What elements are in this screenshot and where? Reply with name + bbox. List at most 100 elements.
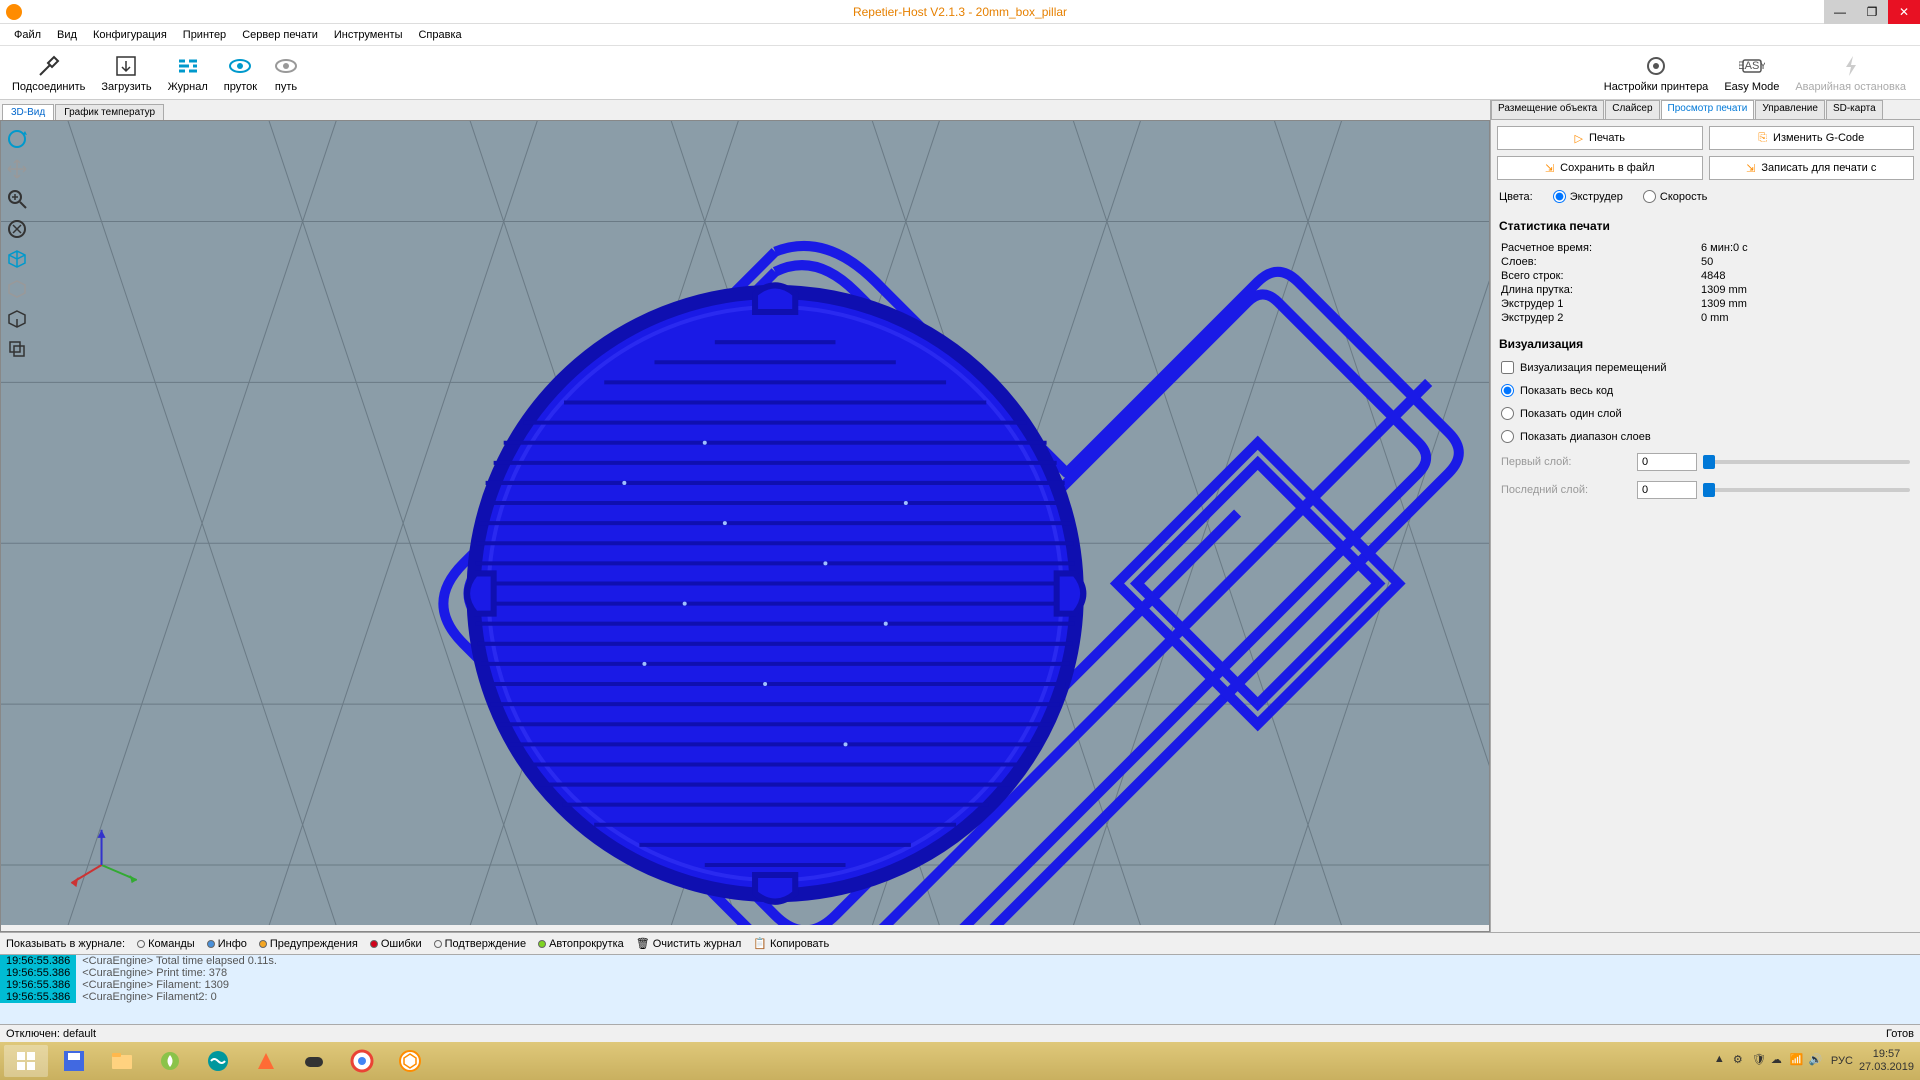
front-view-tool[interactable] bbox=[3, 305, 31, 333]
log-icon bbox=[175, 53, 201, 79]
print-button[interactable]: ▷Печать bbox=[1497, 126, 1703, 150]
log-clear-button[interactable]: 🗑 Очистить журнал bbox=[636, 937, 742, 950]
viz-range-radio[interactable]: Показать диапазон слоев bbox=[1497, 428, 1914, 445]
right-panel: Размещение объекта Слайсер Просмотр печа… bbox=[1490, 100, 1920, 932]
tray-icon[interactable]: ▲ bbox=[1714, 1053, 1730, 1069]
app-icon bbox=[6, 4, 22, 20]
tray-lang[interactable]: РУС bbox=[1831, 1055, 1853, 1067]
first-layer-slider[interactable] bbox=[1703, 460, 1910, 464]
zoom-tool[interactable] bbox=[3, 185, 31, 213]
radio-extruder[interactable]: Экструдер bbox=[1553, 190, 1623, 203]
start-button[interactable] bbox=[4, 1045, 48, 1077]
tray-icon[interactable]: 🔊 bbox=[1809, 1053, 1825, 1069]
save-sd-button[interactable]: ⇲Записать для печати с bbox=[1709, 156, 1915, 180]
menu-printer[interactable]: Принтер bbox=[175, 29, 234, 41]
colors-label: Цвета: bbox=[1499, 191, 1533, 203]
menu-tools[interactable]: Инструменты bbox=[326, 29, 411, 41]
minimize-button[interactable]: — bbox=[1824, 0, 1856, 24]
last-layer-spinner[interactable]: 0 bbox=[1637, 481, 1697, 499]
log-line: 19:56:55.386<CuraEngine> Filament: 1309 bbox=[0, 979, 1920, 991]
edit-gcode-button[interactable]: ⎘Изменить G-Code bbox=[1709, 126, 1915, 150]
view-tabs: 3D-Вид График температур bbox=[0, 100, 1490, 120]
zoom-fit-tool[interactable] bbox=[3, 215, 31, 243]
title-text: Repetier-Host V2.1.3 - 20mm_box_pillar bbox=[853, 5, 1067, 19]
log-line: 19:56:55.386<CuraEngine> Print time: 378 bbox=[0, 967, 1920, 979]
stat-row: Всего строк:4848 bbox=[1497, 269, 1914, 283]
log-filter-warn[interactable]: Предупреждения bbox=[259, 938, 358, 950]
task-repetier[interactable] bbox=[388, 1045, 432, 1077]
first-layer-spinner[interactable]: 0 bbox=[1637, 453, 1697, 471]
tray-icon[interactable]: 🛡 bbox=[1752, 1053, 1768, 1069]
log-filter-errors[interactable]: Ошибки bbox=[370, 938, 422, 950]
task-save[interactable] bbox=[52, 1045, 96, 1077]
stats-title: Статистика печати bbox=[1497, 217, 1914, 235]
menu-server[interactable]: Сервер печати bbox=[234, 29, 326, 41]
tab-3d-view[interactable]: 3D-Вид bbox=[2, 104, 54, 120]
top-view-tool[interactable] bbox=[3, 275, 31, 303]
log-autoscroll[interactable]: Автопрокрутка bbox=[538, 938, 624, 950]
task-chrome[interactable] bbox=[340, 1045, 384, 1077]
rotate-tool[interactable] bbox=[3, 125, 31, 153]
viz-all-radio[interactable]: Показать весь код bbox=[1497, 382, 1914, 399]
bolt-icon bbox=[1838, 53, 1864, 79]
connect-button[interactable]: Подсоединить bbox=[4, 51, 93, 95]
close-button[interactable]: ✕ bbox=[1888, 0, 1920, 24]
task-gamepad[interactable] bbox=[292, 1045, 336, 1077]
move-tool[interactable] bbox=[3, 155, 31, 183]
tray-icon[interactable]: ☁ bbox=[1771, 1053, 1787, 1069]
3d-viewport[interactable] bbox=[1, 121, 1489, 925]
last-layer-label: Последний слой: bbox=[1501, 484, 1631, 496]
tab-slicer[interactable]: Слайсер bbox=[1605, 100, 1659, 119]
task-app2[interactable] bbox=[244, 1045, 288, 1077]
menu-view[interactable]: Вид bbox=[49, 29, 85, 41]
stat-row: Экструдер 20 mm bbox=[1497, 311, 1914, 325]
last-layer-slider[interactable] bbox=[1703, 488, 1910, 492]
load-button[interactable]: Загрузить bbox=[93, 51, 159, 95]
gear-icon bbox=[1643, 53, 1669, 79]
statusbar: Отключен: default Готов bbox=[0, 1024, 1920, 1042]
tab-object-placement[interactable]: Размещение объекта bbox=[1491, 100, 1604, 119]
status-left: Отключен: default bbox=[6, 1028, 96, 1040]
first-layer-label: Первый слой: bbox=[1501, 456, 1631, 468]
menu-config[interactable]: Конфигурация bbox=[85, 29, 175, 41]
printer-settings-button[interactable]: Настройки принтера bbox=[1596, 51, 1717, 95]
path-button[interactable]: путь bbox=[265, 51, 307, 95]
filament-button[interactable]: пруток bbox=[216, 51, 265, 95]
tray-icon[interactable]: ⚙ bbox=[1733, 1053, 1749, 1069]
tab-manual-control[interactable]: Управление bbox=[1755, 100, 1825, 119]
easy-icon: EASY bbox=[1739, 53, 1765, 79]
eye-icon bbox=[273, 53, 299, 79]
svg-text:EASY: EASY bbox=[1739, 60, 1765, 72]
viz-single-radio[interactable]: Показать один слой bbox=[1497, 405, 1914, 422]
viz-travel-checkbox[interactable]: Визуализация перемещений bbox=[1497, 359, 1914, 376]
parallel-view-tool[interactable] bbox=[3, 335, 31, 363]
iso-view-tool[interactable] bbox=[3, 245, 31, 273]
titlebar: Repetier-Host V2.1.3 - 20mm_box_pillar —… bbox=[0, 0, 1920, 24]
task-arduino[interactable] bbox=[196, 1045, 240, 1077]
tab-temp-graph[interactable]: График температур bbox=[55, 104, 164, 120]
task-app1[interactable] bbox=[148, 1045, 192, 1077]
log-area[interactable]: 19:56:55.386<CuraEngine> Total time elap… bbox=[0, 954, 1920, 1024]
status-right: Готов bbox=[1886, 1028, 1914, 1040]
log-filter-commands[interactable]: Команды bbox=[137, 938, 195, 950]
task-explorer[interactable] bbox=[100, 1045, 144, 1077]
menu-help[interactable]: Справка bbox=[410, 29, 469, 41]
save-file-button[interactable]: ⇲Сохранить в файл bbox=[1497, 156, 1703, 180]
log-button[interactable]: Журнал bbox=[160, 51, 216, 95]
log-copy-button[interactable]: 📋 Копировать bbox=[753, 937, 829, 950]
easy-mode-button[interactable]: EASY Easy Mode bbox=[1716, 51, 1787, 95]
taskbar: ▲ ⚙ 🛡 ☁ 📶 🔊 РУС 19:57 27.03.2019 bbox=[0, 1042, 1920, 1080]
log-filter-info[interactable]: Инфо bbox=[207, 938, 247, 950]
tray-clock[interactable]: 19:57 27.03.2019 bbox=[1859, 1048, 1914, 1074]
emergency-stop-button[interactable]: Аварийная остановка bbox=[1787, 51, 1914, 95]
tab-sd-card[interactable]: SD-карта bbox=[1826, 100, 1883, 119]
maximize-button[interactable]: ❐ bbox=[1856, 0, 1888, 24]
log-filter-ack[interactable]: Подтверждение bbox=[434, 938, 526, 950]
log-show-label: Показывать в журнале: bbox=[6, 938, 125, 950]
radio-speed[interactable]: Скорость bbox=[1643, 190, 1708, 203]
eye-icon bbox=[227, 53, 253, 79]
plug-icon bbox=[36, 53, 62, 79]
tray-icon[interactable]: 📶 bbox=[1790, 1053, 1806, 1069]
tab-print-preview[interactable]: Просмотр печати bbox=[1661, 100, 1755, 119]
menu-file[interactable]: Файл bbox=[6, 29, 49, 41]
